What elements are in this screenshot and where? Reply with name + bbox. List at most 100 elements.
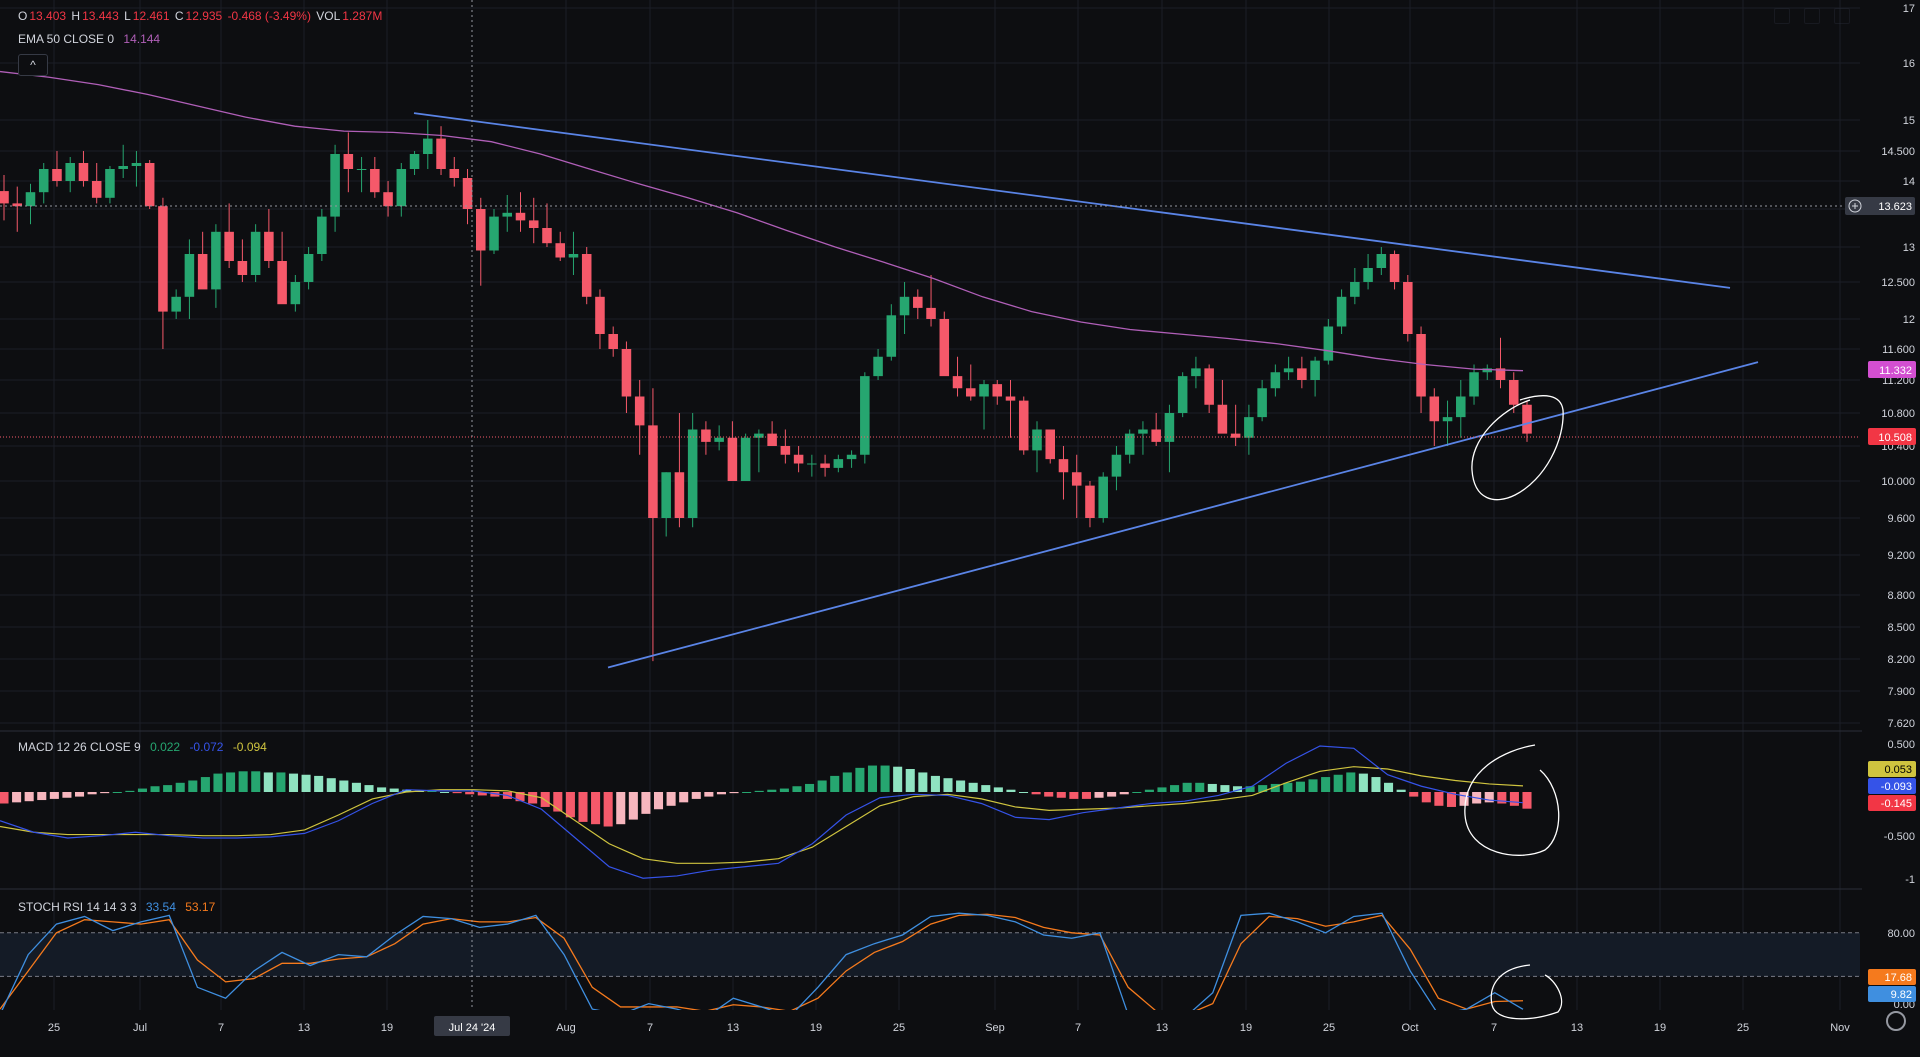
candle-body[interactable] <box>1124 433 1135 455</box>
candle-body[interactable] <box>1111 454 1122 477</box>
candle-body[interactable] <box>581 254 592 297</box>
macd-pane[interactable] <box>0 745 1532 879</box>
candle-body[interactable] <box>701 429 711 442</box>
candle-body[interactable] <box>1350 282 1360 297</box>
candle-body[interactable] <box>1469 372 1479 397</box>
candle-body[interactable] <box>1151 429 1161 442</box>
candle-body[interactable] <box>833 459 844 468</box>
candle-body[interactable] <box>754 433 764 438</box>
candle-body[interactable] <box>846 454 857 460</box>
candle-body[interactable] <box>674 472 685 518</box>
candle-body[interactable] <box>343 154 354 169</box>
candle-body[interactable] <box>489 216 499 251</box>
candle-body[interactable] <box>780 446 791 455</box>
candle-body[interactable] <box>714 437 724 442</box>
candle-body[interactable] <box>1336 296 1347 327</box>
candle-body[interactable] <box>264 231 274 261</box>
candle-body[interactable] <box>462 178 473 209</box>
candle-body[interactable] <box>105 169 115 198</box>
candle-body[interactable] <box>1005 396 1016 401</box>
candle-body[interactable] <box>1283 368 1294 373</box>
candle-body[interactable] <box>1429 396 1440 422</box>
candle-body[interactable] <box>1191 368 1201 377</box>
candle-body[interactable] <box>873 356 883 377</box>
maximize-icon[interactable] <box>1804 8 1820 24</box>
candle-body[interactable] <box>1244 417 1254 438</box>
candle-body[interactable] <box>913 296 923 308</box>
candle-body[interactable] <box>1376 254 1387 268</box>
candle-body[interactable] <box>634 396 645 426</box>
candle-body[interactable] <box>648 425 658 518</box>
candle-body[interactable] <box>1495 368 1506 380</box>
macd-line[interactable] <box>0 745 1524 879</box>
window-icon[interactable] <box>1834 8 1850 24</box>
candle-body[interactable] <box>926 307 936 319</box>
candle-body[interactable] <box>1045 429 1056 460</box>
stoch-k-line[interactable] <box>0 912 1524 1019</box>
candle-body[interactable] <box>687 429 698 519</box>
candle-body[interactable] <box>1071 472 1082 486</box>
stoch-rsi-pane[interactable] <box>0 912 1860 1019</box>
candle-body[interactable] <box>250 231 261 275</box>
candle-body[interactable] <box>661 472 671 518</box>
candle-body[interactable] <box>608 334 618 349</box>
candle-body[interactable] <box>621 349 632 397</box>
candle-body[interactable] <box>542 228 552 244</box>
macd-signal-line[interactable] <box>0 766 1524 864</box>
candle-body[interactable] <box>992 384 1003 397</box>
ema-line[interactable] <box>0 70 1524 372</box>
candle-body[interactable] <box>25 192 36 207</box>
candle-body[interactable] <box>1058 459 1069 473</box>
macd-legend[interactable]: MACD 12 26 CLOSE 9 0.022 -0.072 -0.094 <box>18 740 269 754</box>
chevron-up-icon[interactable]: ^ <box>18 54 48 76</box>
candle-body[interactable] <box>939 319 950 377</box>
candle-body[interactable] <box>211 231 221 290</box>
candle-body[interactable] <box>370 169 380 193</box>
candle-body[interactable] <box>1098 476 1108 518</box>
candle-body[interactable] <box>144 163 155 207</box>
candle-body[interactable] <box>1032 429 1042 451</box>
candle-body[interactable] <box>131 163 142 166</box>
ema-legend[interactable]: EMA 50 CLOSE 0 14.144 <box>18 32 162 46</box>
candle-body[interactable] <box>0 191 9 204</box>
candle-body[interactable] <box>1270 372 1281 389</box>
candle-body[interactable] <box>330 154 340 217</box>
candle-body[interactable] <box>475 209 486 251</box>
candle-body[interactable] <box>568 254 579 258</box>
candle-body[interactable] <box>1138 429 1148 434</box>
candle-body[interactable] <box>1177 376 1188 413</box>
candle-body[interactable] <box>12 203 23 207</box>
candle-body[interactable] <box>1403 282 1413 334</box>
candle-body[interactable] <box>303 254 314 282</box>
candle-body[interactable] <box>436 138 446 169</box>
candle-body[interactable] <box>317 216 327 254</box>
candle-body[interactable] <box>1482 368 1493 373</box>
candle-body[interactable] <box>1164 413 1175 442</box>
candle-body[interactable] <box>78 163 89 181</box>
upper-trendline[interactable] <box>413 112 1731 289</box>
candle-body[interactable] <box>118 166 128 169</box>
lower-trendline[interactable] <box>607 361 1759 669</box>
candle-body[interactable] <box>277 261 287 305</box>
stoch-legend[interactable]: STOCH RSI 14 14 3 3 33.54 53.17 <box>18 900 217 914</box>
candle-body[interactable] <box>886 315 897 357</box>
candle-body[interactable] <box>1297 368 1307 380</box>
candle-body[interactable] <box>1522 404 1532 434</box>
candle-body[interactable] <box>1230 433 1241 438</box>
candle-body[interactable] <box>91 181 102 198</box>
candle-body[interactable] <box>38 169 49 193</box>
candle-body[interactable] <box>158 206 168 312</box>
candle-body[interactable] <box>952 376 963 389</box>
candle-body[interactable] <box>224 231 234 261</box>
candle-body[interactable] <box>860 376 870 455</box>
candle-body[interactable] <box>237 261 248 275</box>
candle-body[interactable] <box>740 437 751 481</box>
candle-body[interactable] <box>899 296 910 316</box>
candle-body[interactable] <box>793 454 804 464</box>
candle-body[interactable] <box>423 138 433 154</box>
candle-body[interactable] <box>515 212 526 221</box>
candle-body[interactable] <box>1363 268 1373 282</box>
candle-body[interactable] <box>595 296 605 334</box>
candle-body[interactable] <box>171 296 181 312</box>
